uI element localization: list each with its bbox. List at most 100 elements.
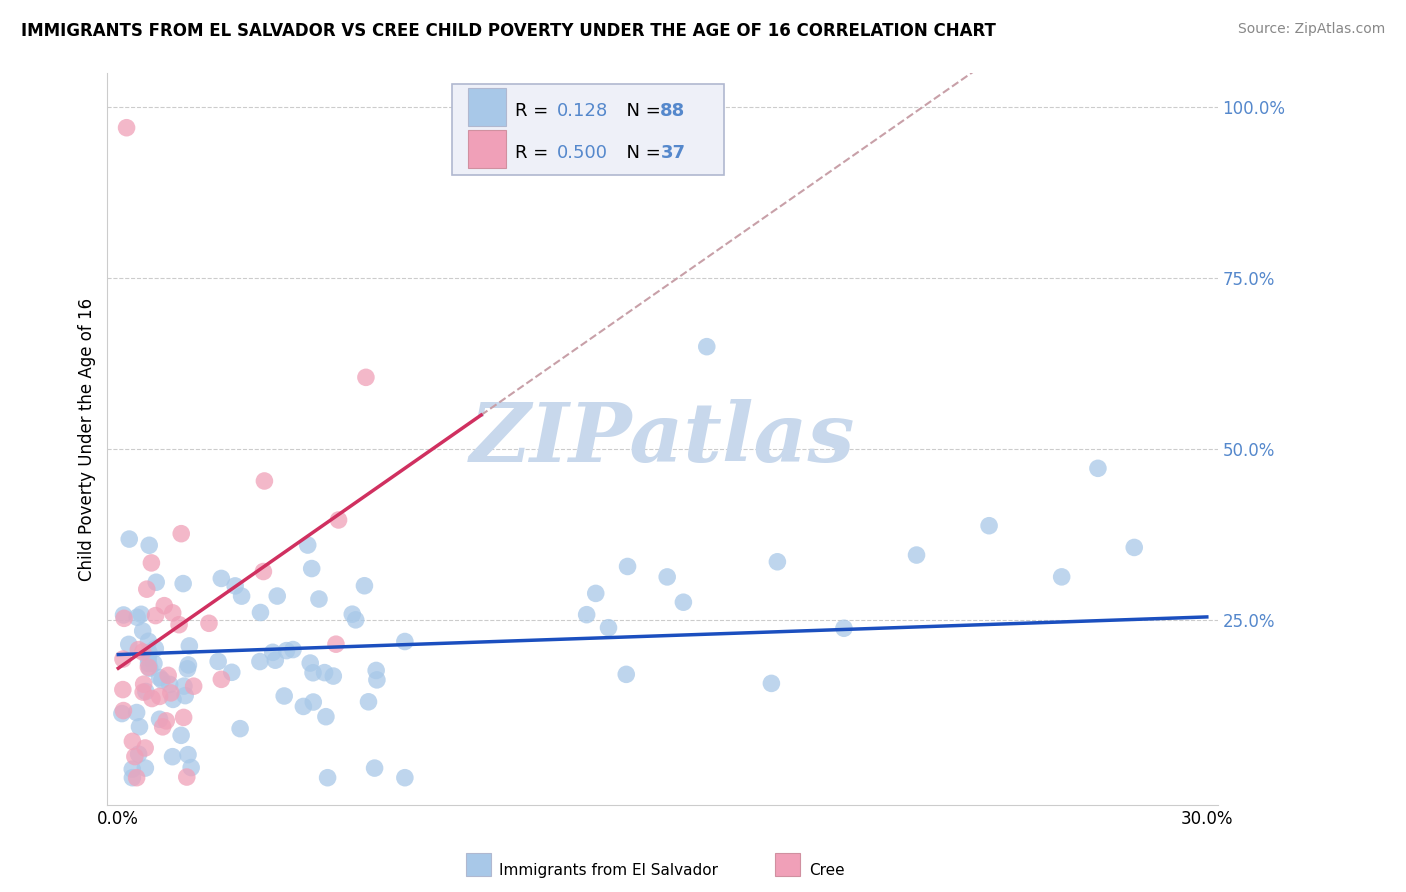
Point — [173, 679, 195, 693]
Point — [198, 616, 221, 631]
Point — [124, 749, 146, 764]
Point — [162, 692, 184, 706]
Point — [328, 513, 350, 527]
Point — [112, 611, 135, 625]
Point — [1087, 461, 1109, 475]
Point — [262, 645, 284, 659]
Point — [118, 532, 141, 546]
Point — [155, 714, 177, 728]
Point — [1123, 541, 1146, 555]
Point — [153, 599, 176, 613]
Point — [229, 722, 252, 736]
Text: Cree: Cree — [808, 863, 845, 878]
Point — [598, 621, 620, 635]
Point — [585, 586, 607, 600]
Point — [302, 665, 325, 680]
Point — [111, 682, 134, 697]
Point — [157, 668, 180, 682]
Point — [160, 686, 183, 700]
Point — [325, 637, 347, 651]
Point — [264, 653, 287, 667]
Point — [1050, 570, 1073, 584]
Point — [150, 673, 173, 687]
Point — [276, 643, 298, 657]
Point — [696, 340, 718, 354]
Point — [129, 607, 152, 622]
Point — [183, 679, 205, 693]
Point — [366, 673, 388, 687]
Point — [170, 728, 193, 742]
Point — [316, 771, 339, 785]
Point — [148, 671, 170, 685]
Text: R =: R = — [515, 103, 554, 120]
Text: 37: 37 — [661, 145, 685, 162]
Point — [207, 655, 229, 669]
Point — [143, 641, 166, 656]
Point — [135, 684, 157, 698]
Point — [297, 538, 319, 552]
Point — [314, 665, 336, 680]
Point — [138, 634, 160, 648]
Point — [141, 556, 163, 570]
Point — [111, 652, 134, 666]
Point — [322, 669, 344, 683]
Text: 0.128: 0.128 — [557, 103, 609, 120]
Point — [366, 664, 388, 678]
Point — [141, 691, 163, 706]
Text: N =: N = — [614, 103, 666, 120]
Point — [672, 595, 695, 609]
Point — [149, 690, 172, 704]
Point — [172, 576, 194, 591]
Point — [138, 657, 160, 671]
Point — [575, 607, 598, 622]
Point — [134, 761, 156, 775]
Point — [354, 370, 377, 384]
Point — [121, 734, 143, 748]
Point — [127, 642, 149, 657]
Point — [127, 610, 149, 624]
Point — [132, 677, 155, 691]
Point — [616, 559, 638, 574]
Point — [125, 706, 148, 720]
Point — [301, 561, 323, 575]
Point — [249, 606, 271, 620]
Point — [209, 673, 232, 687]
Point — [273, 689, 295, 703]
Point — [138, 538, 160, 552]
Point — [112, 607, 135, 622]
Point — [249, 655, 271, 669]
Point — [176, 770, 198, 784]
Point — [111, 706, 134, 721]
Point — [142, 657, 165, 671]
Point — [253, 474, 276, 488]
Point — [177, 747, 200, 762]
Point — [766, 555, 789, 569]
Text: Source: ZipAtlas.com: Source: ZipAtlas.com — [1237, 22, 1385, 37]
Point — [173, 710, 195, 724]
Point — [353, 579, 375, 593]
Point — [167, 617, 190, 632]
Point — [209, 571, 232, 585]
Point — [394, 634, 416, 648]
Point — [131, 624, 153, 638]
Point — [252, 565, 274, 579]
Point — [832, 621, 855, 635]
Point — [363, 761, 385, 775]
Point — [134, 741, 156, 756]
Point — [135, 582, 157, 597]
Text: ZIPatlas: ZIPatlas — [470, 399, 855, 479]
Point — [357, 695, 380, 709]
Point — [281, 642, 304, 657]
Point — [266, 589, 288, 603]
FancyBboxPatch shape — [451, 84, 724, 176]
Point — [292, 699, 315, 714]
Point — [121, 762, 143, 776]
Point — [308, 592, 330, 607]
Point — [302, 695, 325, 709]
Text: N =: N = — [614, 145, 666, 162]
Point — [145, 608, 167, 623]
Point — [121, 771, 143, 785]
Point — [221, 665, 243, 680]
Point — [128, 720, 150, 734]
Point — [118, 637, 141, 651]
